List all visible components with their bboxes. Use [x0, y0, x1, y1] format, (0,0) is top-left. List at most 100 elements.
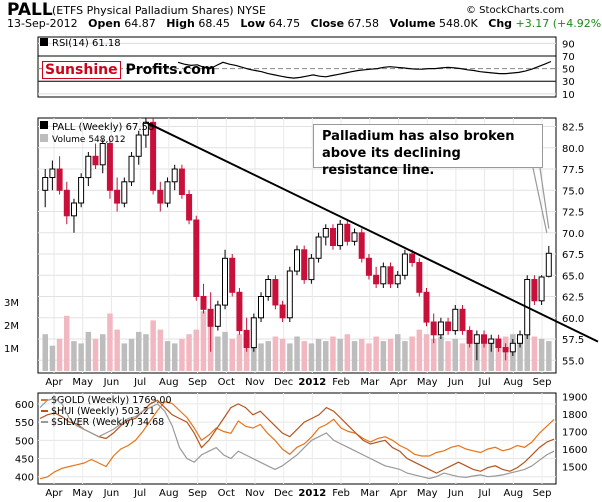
candle-body: [315, 236, 322, 259]
volume-bar: [466, 336, 473, 371]
volume-tick-label: 3M: [4, 298, 19, 309]
price-panel: 55.0 57.5 60.0 62.5 65.0 67.5 70.0 72.5 75.0 77.5…: [4, 117, 599, 388]
volume-bar: [546, 341, 552, 371]
price-x-label: May: [72, 377, 93, 388]
comparison-legend-label: $GOLD (Weekly) 1769.00: [51, 395, 172, 406]
volume-bar: [279, 338, 286, 371]
high-value: 68.45: [198, 17, 230, 30]
candle-body: [301, 249, 308, 281]
candle-body: [150, 121, 157, 191]
price-x-label: Nov: [245, 377, 265, 388]
volume-bar: [395, 334, 401, 371]
high-label: High: [166, 17, 195, 30]
volume-bar: [179, 338, 185, 371]
comparison-x-label: Jun: [103, 488, 120, 499]
price-tick-label: 77.5: [562, 165, 584, 176]
volume-bar: [409, 336, 415, 371]
volume-bar: [92, 338, 99, 371]
volume-legend-label: Volume 548,012: [52, 135, 126, 145]
candle-body: [186, 194, 193, 221]
candle-body: [42, 177, 49, 191]
volume-bar: [524, 331, 530, 371]
comparison-panel: 400 450 500 550 600 1500 1600 1700 1800 1900 Apr Ma…: [15, 392, 587, 499]
chg-label: Chg: [488, 17, 513, 30]
volume-bar: [157, 329, 164, 371]
price-x-label: Aug: [504, 377, 524, 388]
left-tick-label: 550: [15, 418, 34, 429]
volume-bar: [459, 343, 466, 371]
volume-bar: [373, 336, 379, 371]
candle-body: [71, 202, 77, 217]
price-x-label: Mar: [360, 377, 380, 388]
rsi-tick-label: 10: [562, 90, 575, 101]
volume-bar: [315, 338, 322, 371]
volume-bar: [423, 334, 430, 371]
callout-pointer: [539, 167, 550, 229]
price-tick-label: 65.0: [562, 271, 584, 282]
volume-bar: [308, 343, 315, 371]
candle-body: [265, 279, 272, 297]
volume-bar: [351, 341, 358, 371]
volume-bar: [294, 336, 300, 371]
comparison-x-label: Nov: [245, 488, 265, 499]
rsi-tick-label: 70: [562, 52, 575, 63]
candle-body: [78, 177, 85, 204]
candle-body: [99, 143, 106, 166]
candle-body: [502, 347, 509, 353]
candle-body: [178, 168, 185, 195]
price-tick-label: 57.5: [562, 335, 584, 346]
price-tick-label: 82.5: [562, 123, 584, 134]
comparison-x-label: Jul: [133, 488, 146, 499]
candle-body: [214, 304, 221, 327]
comparison-x-label: Apr: [390, 488, 408, 499]
ticker-symbol: PALL: [7, 0, 53, 20]
rsi-frame: [37, 36, 557, 98]
price-x-label: Apr: [390, 377, 408, 388]
volume-bar: [380, 341, 387, 371]
candle-body: [294, 249, 300, 272]
right-tick-label: 1900: [562, 393, 587, 404]
volume-bar: [538, 338, 545, 371]
candle-body: [236, 291, 243, 332]
logo-profits: Profits.com: [125, 62, 216, 78]
candle-body: [85, 155, 92, 179]
volume-bar: [330, 336, 336, 371]
rsi-title: RSI(14) 61.18: [52, 38, 121, 49]
candle-body: [545, 252, 552, 277]
candle-body: [106, 143, 113, 191]
candle-body: [222, 257, 228, 306]
comparison-x-label: Jul: [478, 488, 491, 499]
volume-bar: [301, 341, 307, 371]
volume-bar: [495, 341, 502, 371]
low-value: 64.75: [268, 17, 301, 30]
price-x-label: Jun: [103, 377, 120, 388]
candle-body: [416, 262, 423, 293]
price-x-label: 2012: [298, 377, 326, 388]
open-value: 64.87: [124, 17, 156, 30]
volume-bar: [236, 334, 243, 371]
price-tick-label: 60.0: [562, 314, 584, 325]
comparison-x-label: Sep: [188, 488, 207, 499]
comparison-frame: [37, 392, 557, 485]
rsi-line: [177, 60, 552, 79]
comparison-x-label: Aug: [159, 488, 179, 499]
comparison-legend-label: $HUI (Weekly) 503.21: [51, 406, 155, 417]
candle-body: [286, 270, 293, 319]
volume-bar: [186, 334, 192, 371]
volume-bar: [265, 341, 271, 371]
sunshine-profits-logo: Sunshine Profits.com: [42, 61, 216, 79]
candle-body: [344, 223, 351, 242]
rsi-legend-swatch: [40, 38, 48, 46]
volume-bar: [287, 343, 293, 371]
price-tick-label: 80.0: [562, 144, 584, 155]
candle-body: [387, 266, 394, 285]
candle-body: [272, 279, 279, 306]
volume-bar: [445, 341, 451, 371]
volume-bar: [359, 338, 365, 371]
candle-body: [531, 279, 538, 302]
volume-bar: [114, 329, 120, 371]
candle-body: [409, 253, 416, 263]
price-x-label: Jun: [447, 377, 464, 388]
volume-label: Volume: [389, 17, 436, 30]
candle-body: [466, 330, 473, 344]
